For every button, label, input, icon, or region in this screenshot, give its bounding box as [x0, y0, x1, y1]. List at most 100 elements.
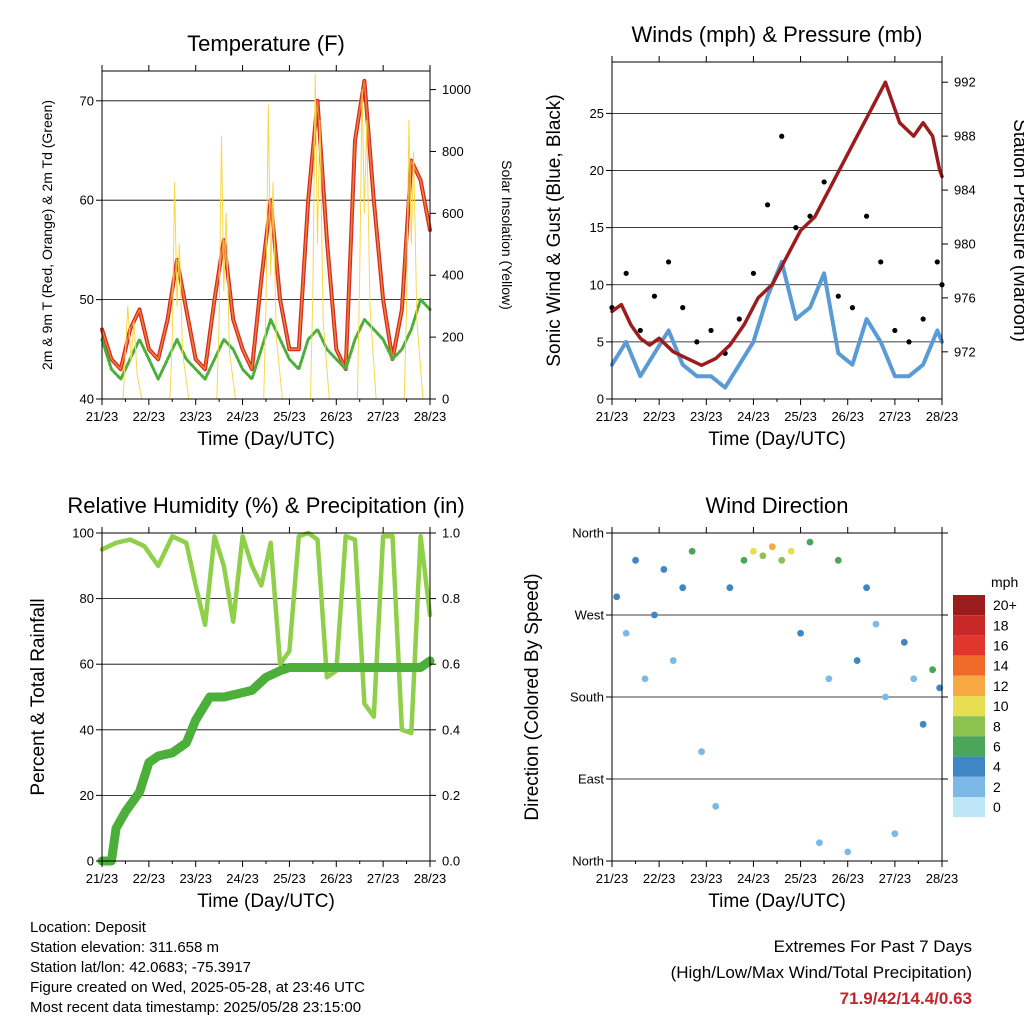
y-tick-label: 70	[80, 93, 94, 108]
direction-point	[759, 552, 767, 560]
direction-point	[787, 547, 795, 555]
x-tick-label: 26/23	[320, 409, 353, 424]
x-axis-label: Time (Day/UTC)	[708, 429, 846, 450]
y2-tick-label: 0.2	[442, 788, 460, 803]
x-tick-label: 22/23	[643, 871, 676, 886]
direction-point	[750, 547, 757, 555]
gust-point	[637, 327, 643, 334]
legend-swatch	[953, 696, 985, 717]
latest-timestamp-text: Most recent data timestamp: 2025/05/28 2…	[30, 999, 362, 1016]
direction-point	[816, 839, 823, 847]
y-tick-label: 10	[590, 277, 604, 292]
x-tick-label: 24/23	[226, 871, 259, 886]
y2-axis-label: Station Pressure (Maroon)	[1009, 119, 1024, 342]
legend-label: 12	[993, 678, 1009, 694]
x-tick-label: 24/23	[226, 409, 259, 424]
y-axis-label: Sonic Wind & Gust (Blue, Black)	[544, 94, 565, 366]
gust-point	[708, 327, 714, 334]
gust-point	[906, 339, 912, 345]
x-tick-label: 22/23	[133, 871, 166, 886]
y-tick-label: 40	[80, 722, 94, 737]
direction-point	[891, 830, 899, 838]
y-tick-label: 0	[87, 854, 94, 869]
y-tick-label: 80	[80, 591, 94, 606]
direction-point	[882, 693, 889, 701]
x-tick-label: 24/23	[737, 871, 770, 886]
x-tick-label: 21/23	[86, 871, 119, 886]
chart-title: Relative Humidity (%) & Precipitation (i…	[67, 493, 464, 518]
legend-label: 18	[993, 617, 1009, 633]
gust-point	[807, 213, 813, 219]
direction-point	[622, 629, 630, 637]
legend-swatch	[953, 797, 985, 818]
gust-point	[849, 305, 856, 311]
direction-point	[910, 675, 918, 683]
legend-swatch	[953, 595, 985, 616]
legend-label: 4	[993, 759, 1001, 775]
y-tick-label: 5	[597, 334, 604, 349]
x-tick-label: 26/23	[831, 409, 864, 424]
x-tick-label: 22/23	[643, 409, 676, 424]
direction-point	[872, 620, 880, 628]
gust-point	[736, 316, 742, 322]
gust-point	[835, 293, 841, 299]
y-tick-label: North	[572, 526, 604, 541]
direction-point	[863, 584, 870, 592]
y2-tick-label: 992	[954, 75, 976, 90]
wind-series-line	[610, 259, 944, 390]
y-tick-label: 20	[80, 788, 94, 803]
x-tick-label: 23/23	[690, 871, 723, 886]
x-tick-label: 25/23	[273, 409, 306, 424]
y-tick-label: East	[578, 772, 604, 787]
gust-point	[821, 179, 827, 185]
direction-point	[660, 566, 668, 573]
gust-point	[863, 213, 870, 219]
legend-label: 0	[993, 799, 1001, 815]
x-axis-label: Time (Day/UTC)	[197, 429, 335, 450]
direction-point	[825, 675, 833, 683]
elevation-text: Station elevation: 311.658 m	[30, 939, 220, 956]
chart-panel-2: 21/23 22/23 23/23 24/23 25/23 26/23 27/23 28/23…	[544, 22, 1024, 450]
gust-point	[793, 225, 799, 231]
extremes-box: Extremes For Past 7 Days (High/Low/Max W…	[671, 934, 972, 1012]
chart-panel-1: 21/23 22/23 23/23 24/23 25/23 26/23 27/23 28/23…	[39, 31, 515, 450]
x-tick-label: 27/23	[879, 871, 912, 886]
direction-point	[698, 748, 705, 756]
y-tick-label: 60	[80, 193, 94, 208]
y2-tick-label: 600	[442, 206, 464, 221]
x-axis-label: Time (Day/UTC)	[197, 891, 335, 912]
legend-title: mph	[991, 574, 1018, 590]
x-tick-label: 26/23	[320, 871, 353, 886]
direction-point	[632, 556, 639, 564]
y-tick-label: North	[572, 854, 604, 869]
x-tick-label: 23/23	[179, 871, 212, 886]
y2-tick-label: 0.0	[442, 854, 460, 869]
legend-swatch	[953, 675, 985, 696]
direction-point	[688, 547, 696, 555]
gust-point	[665, 259, 672, 265]
y-tick-label: 20	[590, 163, 604, 178]
direction-point	[797, 629, 804, 637]
y2-tick-label: 0.6	[442, 657, 460, 672]
direction-point	[740, 556, 748, 564]
station-info: Location: Deposit Station elevation: 311…	[30, 918, 365, 1018]
precip-series-line	[97, 656, 435, 866]
direction-point	[900, 638, 908, 646]
y2-tick-label: 980	[954, 236, 976, 251]
x-tick-label: 25/23	[784, 871, 817, 886]
y-axis-label: Percent & Total Rainfall	[28, 598, 49, 795]
y2-tick-label: 200	[442, 330, 464, 345]
y-tick-label: 0	[597, 392, 604, 407]
rh-series-line	[99, 530, 433, 736]
y2-tick-label: 0.8	[442, 591, 460, 606]
chart-title: Winds (mph) & Pressure (mb)	[632, 22, 923, 47]
gust-point	[623, 270, 629, 276]
location-text: Location: Deposit	[30, 919, 146, 936]
direction-point	[651, 611, 658, 619]
x-tick-label: 21/23	[86, 409, 119, 424]
direction-point	[919, 720, 927, 728]
legend-label: 14	[993, 658, 1009, 674]
direction-point	[712, 802, 720, 810]
y-tick-label: 25	[590, 106, 604, 121]
